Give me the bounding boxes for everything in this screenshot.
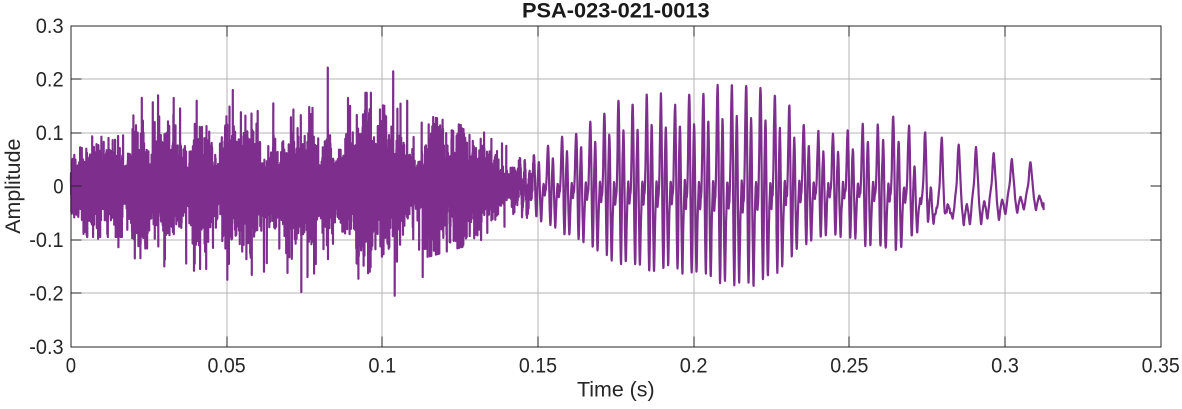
svg-text:0.35: 0.35 [1142,354,1180,378]
svg-text:0.3: 0.3 [36,14,64,38]
svg-text:PSA-023-021-0013: PSA-023-021-0013 [522,0,710,23]
svg-text:0: 0 [53,175,63,199]
svg-text:0.1: 0.1 [368,354,396,378]
svg-text:0.05: 0.05 [208,354,246,378]
svg-text:Time (s): Time (s) [577,378,655,402]
svg-text:0.2: 0.2 [680,354,708,378]
svg-text:-0.3: -0.3 [29,335,63,359]
svg-text:0.25: 0.25 [830,354,868,378]
svg-text:-0.1: -0.1 [29,228,63,252]
svg-text:0.1: 0.1 [36,121,64,145]
svg-text:Amplitude: Amplitude [1,139,25,234]
svg-text:-0.2: -0.2 [29,281,63,305]
svg-text:0.3: 0.3 [991,354,1019,378]
svg-text:0.2: 0.2 [36,68,64,92]
svg-text:0: 0 [66,354,76,378]
svg-text:0.15: 0.15 [519,354,557,378]
